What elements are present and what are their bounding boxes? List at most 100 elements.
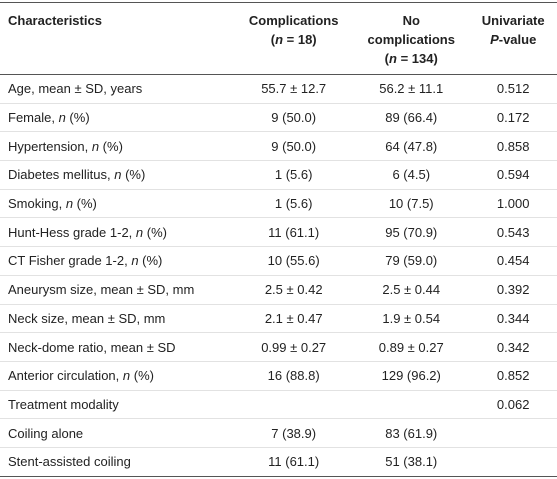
- table-row: Age, mean ± SD, years 55.7 ± 12.7 56.2 ± 1…: [0, 74, 557, 104]
- header-line: (n = 134): [359, 49, 463, 68]
- row-label: CT Fisher grade 1-2, n (%): [0, 246, 235, 276]
- text-run: Complications: [248, 13, 339, 28]
- table-row: Aneurysm size, mean ± SD, mm 2.5 ± 0.42 2.…: [0, 275, 557, 305]
- italic-run: n: [114, 167, 122, 183]
- table-row: Diabetes mellitus, n (%) 1 (5.6) 6 (4.5) 0.…: [0, 160, 557, 190]
- text-run: -value: [498, 32, 537, 47]
- table-row: Stent-assisted coiling 11 (61.1) 51 (38.1): [0, 447, 557, 477]
- cell: 2.1 ± 0.47: [234, 304, 354, 334]
- cell: 11 (61.1): [234, 217, 354, 248]
- text-run: (: [270, 32, 276, 47]
- header-line: Complications: [240, 11, 347, 30]
- cell: 1.9 ± 0.54: [353, 304, 470, 334]
- row-label: Neck size, mean ± SD, mm: [0, 304, 235, 334]
- text-run: Characteristics: [8, 13, 102, 28]
- text-run: Anterior circulation,: [8, 368, 123, 384]
- table-row: CT Fisher grade 1-2, n (%) 10 (55.6) 79 (5…: [0, 246, 557, 276]
- header-line: No: [359, 11, 463, 30]
- row-label: Coiling alone: [0, 418, 235, 448]
- italic-run: n: [135, 224, 144, 240]
- text-run: Neck-dome ratio, mean ± SD: [8, 339, 176, 355]
- cell: [469, 418, 557, 448]
- cell: 129 (96.2): [353, 361, 470, 391]
- text-run: complications: [367, 32, 455, 47]
- table-row: Neck size, mean ± SD, mm 2.1 ± 0.47 1.9 ± …: [0, 304, 557, 334]
- cell: 0.342: [469, 332, 557, 362]
- cell: 7 (38.9): [234, 418, 354, 448]
- header-line: Characteristics: [8, 11, 228, 30]
- row-label: Stent-assisted coiling: [0, 447, 235, 477]
- cell: 0.543: [469, 217, 557, 248]
- cell: 0.99 ± 0.27: [234, 332, 354, 362]
- row-label: Diabetes mellitus, n (%): [0, 160, 235, 190]
- row-label: Hypertension, n (%): [0, 131, 235, 162]
- cell: 10 (7.5): [353, 189, 470, 219]
- text-run: (%): [73, 196, 97, 212]
- table-row: Hunt-Hess grade 1-2, n (%) 11 (61.1) 95 (7…: [0, 217, 557, 248]
- cell: 9 (50.0): [234, 131, 354, 162]
- italic-run: n: [65, 196, 74, 212]
- text-run: Univariate: [481, 13, 545, 28]
- cell: 1.000: [469, 189, 557, 219]
- table-row: Hypertension, n (%) 9 (50.0) 64 (47.8) 0.85…: [0, 131, 557, 162]
- cell: 9 (50.0): [234, 103, 354, 133]
- table-body: Age, mean ± SD, years 55.7 ± 12.7 56.2 ± 1…: [0, 74, 557, 477]
- cell: 64 (47.8): [353, 131, 470, 162]
- cell: 0.392: [469, 275, 557, 305]
- text-run: Diabetes mellitus,: [8, 167, 115, 183]
- header-cell: Characteristics: [0, 2, 235, 75]
- text-run: Treatment modality: [8, 396, 119, 412]
- cell: 16 (88.8): [234, 361, 354, 391]
- cell: 0.852: [469, 361, 557, 391]
- header-row: Characteristics Complications (n = 18) No co…: [0, 2, 557, 75]
- italic-run: P: [490, 32, 499, 47]
- table-row: Female, n (%) 9 (50.0) 89 (66.4) 0.172: [0, 103, 557, 133]
- text-run: Female,: [8, 110, 59, 126]
- text-run: Stent-assisted coiling: [8, 454, 131, 470]
- table-row: Coiling alone 7 (38.9) 83 (61.9): [0, 418, 557, 448]
- italic-run: n: [389, 51, 397, 66]
- cell: 83 (61.9): [353, 418, 470, 448]
- cell: 0.172: [469, 103, 557, 133]
- text-run: (%): [65, 110, 90, 126]
- cell: 56.2 ± 11.1: [353, 74, 470, 104]
- italic-run: n: [58, 110, 66, 126]
- text-run: Aneurysm size, mean ± SD, mm: [8, 282, 195, 298]
- cell: 10 (55.6): [234, 246, 354, 276]
- cell: 51 (38.1): [353, 447, 470, 477]
- table-header: Characteristics Complications (n = 18) No co…: [0, 2, 557, 75]
- cell: 79 (59.0): [353, 246, 470, 276]
- header-line: (n = 18): [240, 30, 347, 49]
- cell: 0.858: [469, 131, 557, 162]
- text-run: Hunt-Hess grade 1-2,: [8, 224, 136, 240]
- text-run: Coiling alone: [8, 425, 84, 441]
- text-run: (%): [121, 167, 146, 183]
- cell: 1 (5.6): [234, 189, 354, 219]
- row-label: Treatment modality: [0, 390, 235, 420]
- row-label: Female, n (%): [0, 103, 235, 133]
- text-run: Age, mean ± SD, years: [8, 81, 143, 97]
- header-cell: Univariate P-value: [469, 2, 557, 75]
- row-label: Anterior circulation, n (%): [0, 361, 235, 391]
- cell: 2.5 ± 0.44: [353, 275, 470, 305]
- text-run: (%): [143, 224, 167, 240]
- italic-run: n: [275, 32, 284, 47]
- cell: 11 (61.1): [234, 447, 354, 477]
- row-label: Aneurysm size, mean ± SD, mm: [0, 275, 235, 305]
- italic-run: n: [131, 253, 139, 269]
- header-cell: Complications (n = 18): [234, 2, 354, 75]
- cell: 55.7 ± 12.7: [234, 74, 354, 104]
- text-run: (%): [99, 138, 123, 154]
- cell: 0.454: [469, 246, 557, 276]
- cell: 1 (5.6): [234, 160, 354, 190]
- cell: 0.062: [469, 390, 557, 420]
- header-line: complications: [359, 30, 463, 49]
- cell: 0.344: [469, 304, 557, 334]
- text-run: Neck size, mean ± SD, mm: [8, 310, 166, 326]
- cell: 2.5 ± 0.42: [234, 275, 354, 305]
- cell: 0.512: [469, 74, 557, 104]
- cell: 89 (66.4): [353, 103, 470, 133]
- text-run: = 18): [283, 32, 317, 47]
